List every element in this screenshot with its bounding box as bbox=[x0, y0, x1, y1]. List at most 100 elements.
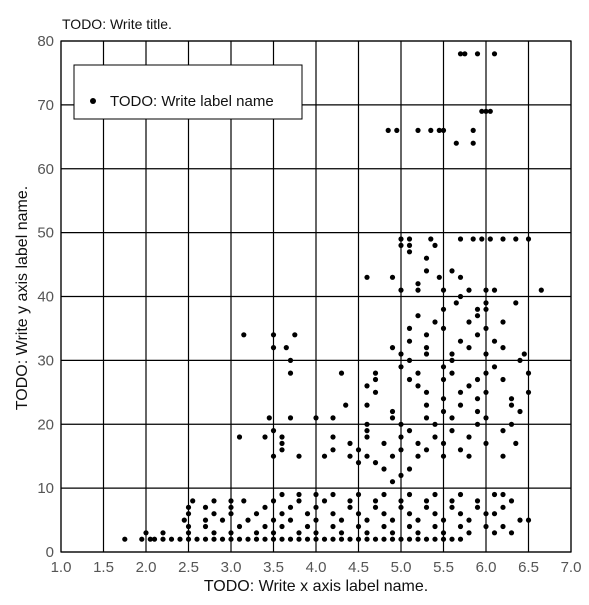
data-point bbox=[211, 498, 217, 504]
data-point bbox=[415, 313, 421, 319]
data-point bbox=[457, 447, 464, 453]
data-point bbox=[483, 325, 489, 331]
chart-title: TODO: Write title. bbox=[62, 16, 172, 32]
data-point bbox=[500, 236, 506, 242]
data-point bbox=[406, 428, 413, 434]
data-point bbox=[453, 300, 459, 306]
data-point bbox=[440, 440, 447, 446]
data-point bbox=[398, 434, 404, 440]
data-point bbox=[406, 523, 413, 530]
data-point bbox=[508, 421, 515, 427]
data-point bbox=[423, 351, 430, 357]
data-point bbox=[406, 357, 413, 363]
data-point bbox=[466, 453, 472, 459]
data-point bbox=[241, 498, 247, 504]
x-tick-label: 3.0 bbox=[221, 559, 242, 576]
data-point bbox=[241, 332, 247, 338]
data-point bbox=[385, 127, 391, 133]
data-point bbox=[262, 536, 268, 542]
data-point bbox=[479, 236, 485, 242]
data-point bbox=[398, 287, 404, 293]
x-tick-label: 5.5 bbox=[433, 559, 454, 576]
data-point bbox=[474, 408, 481, 415]
data-point bbox=[423, 332, 430, 338]
data-point bbox=[436, 127, 442, 133]
data-point bbox=[347, 440, 353, 446]
data-point bbox=[525, 517, 532, 523]
data-point bbox=[279, 511, 285, 517]
data-point bbox=[389, 453, 396, 459]
data-point bbox=[372, 389, 379, 395]
data-point bbox=[389, 415, 396, 421]
data-point bbox=[432, 421, 438, 427]
y-tick-label: 20 bbox=[37, 416, 54, 433]
data-point bbox=[491, 338, 498, 344]
data-point bbox=[389, 479, 396, 485]
data-point bbox=[228, 530, 234, 536]
data-point bbox=[287, 415, 294, 421]
data-point bbox=[330, 523, 336, 530]
x-tick-label: 4.0 bbox=[306, 559, 327, 576]
data-point bbox=[236, 434, 243, 440]
data-point bbox=[211, 530, 217, 536]
x-tick-labels: 1.0 1.5 2.0 2.5 3.0 3.5 4.0 4.5 5.0 5.5 6.0 6.5 7.0 bbox=[51, 559, 582, 576]
data-point bbox=[525, 370, 532, 376]
data-point bbox=[304, 536, 311, 542]
data-point bbox=[474, 421, 481, 427]
data-point bbox=[487, 236, 493, 242]
x-tick-label: 7.0 bbox=[561, 559, 582, 576]
data-point bbox=[381, 511, 387, 517]
data-point bbox=[364, 421, 370, 427]
data-point bbox=[372, 504, 379, 510]
y-tick-label: 30 bbox=[37, 352, 54, 369]
data-point bbox=[457, 511, 464, 517]
data-point bbox=[415, 127, 421, 133]
data-point bbox=[474, 313, 481, 319]
data-point bbox=[389, 530, 396, 536]
x-tick-label: 4.5 bbox=[348, 559, 369, 576]
data-point bbox=[406, 236, 413, 242]
data-point bbox=[491, 364, 498, 370]
data-point bbox=[194, 536, 200, 542]
data-point bbox=[432, 434, 438, 440]
data-point bbox=[398, 236, 404, 242]
data-point bbox=[483, 287, 489, 293]
data-point bbox=[483, 523, 489, 530]
data-point bbox=[474, 498, 481, 504]
data-point bbox=[415, 453, 421, 459]
data-point bbox=[436, 274, 442, 280]
x-tick-label: 6.0 bbox=[476, 559, 497, 576]
legend: TODO: Write label name bbox=[73, 64, 303, 120]
data-point bbox=[202, 523, 209, 530]
data-point bbox=[457, 51, 464, 57]
data-point bbox=[228, 536, 234, 542]
data-point bbox=[313, 530, 319, 536]
data-point bbox=[219, 536, 226, 542]
data-point bbox=[457, 274, 464, 280]
data-point bbox=[406, 376, 413, 383]
data-point bbox=[466, 530, 472, 536]
data-point bbox=[296, 453, 302, 459]
data-point bbox=[474, 306, 481, 312]
data-point bbox=[304, 511, 311, 517]
data-point bbox=[500, 376, 506, 383]
data-point bbox=[483, 511, 489, 517]
data-point bbox=[270, 428, 277, 434]
data-point bbox=[449, 268, 455, 274]
data-point bbox=[389, 408, 396, 415]
y-axis-title: TODO: Write y axis label name. bbox=[14, 186, 31, 410]
data-point bbox=[415, 536, 421, 542]
data-point bbox=[355, 523, 362, 530]
data-point bbox=[398, 536, 404, 542]
data-point bbox=[228, 498, 234, 504]
data-point bbox=[304, 523, 311, 530]
x-tick-label: 1.0 bbox=[51, 559, 72, 576]
data-point bbox=[270, 536, 277, 542]
data-point bbox=[406, 338, 413, 344]
y-tick-label: 40 bbox=[37, 289, 54, 306]
data-point bbox=[287, 517, 294, 523]
data-point bbox=[457, 491, 464, 498]
data-point bbox=[500, 428, 506, 434]
data-point bbox=[491, 530, 498, 536]
data-point bbox=[211, 536, 217, 542]
